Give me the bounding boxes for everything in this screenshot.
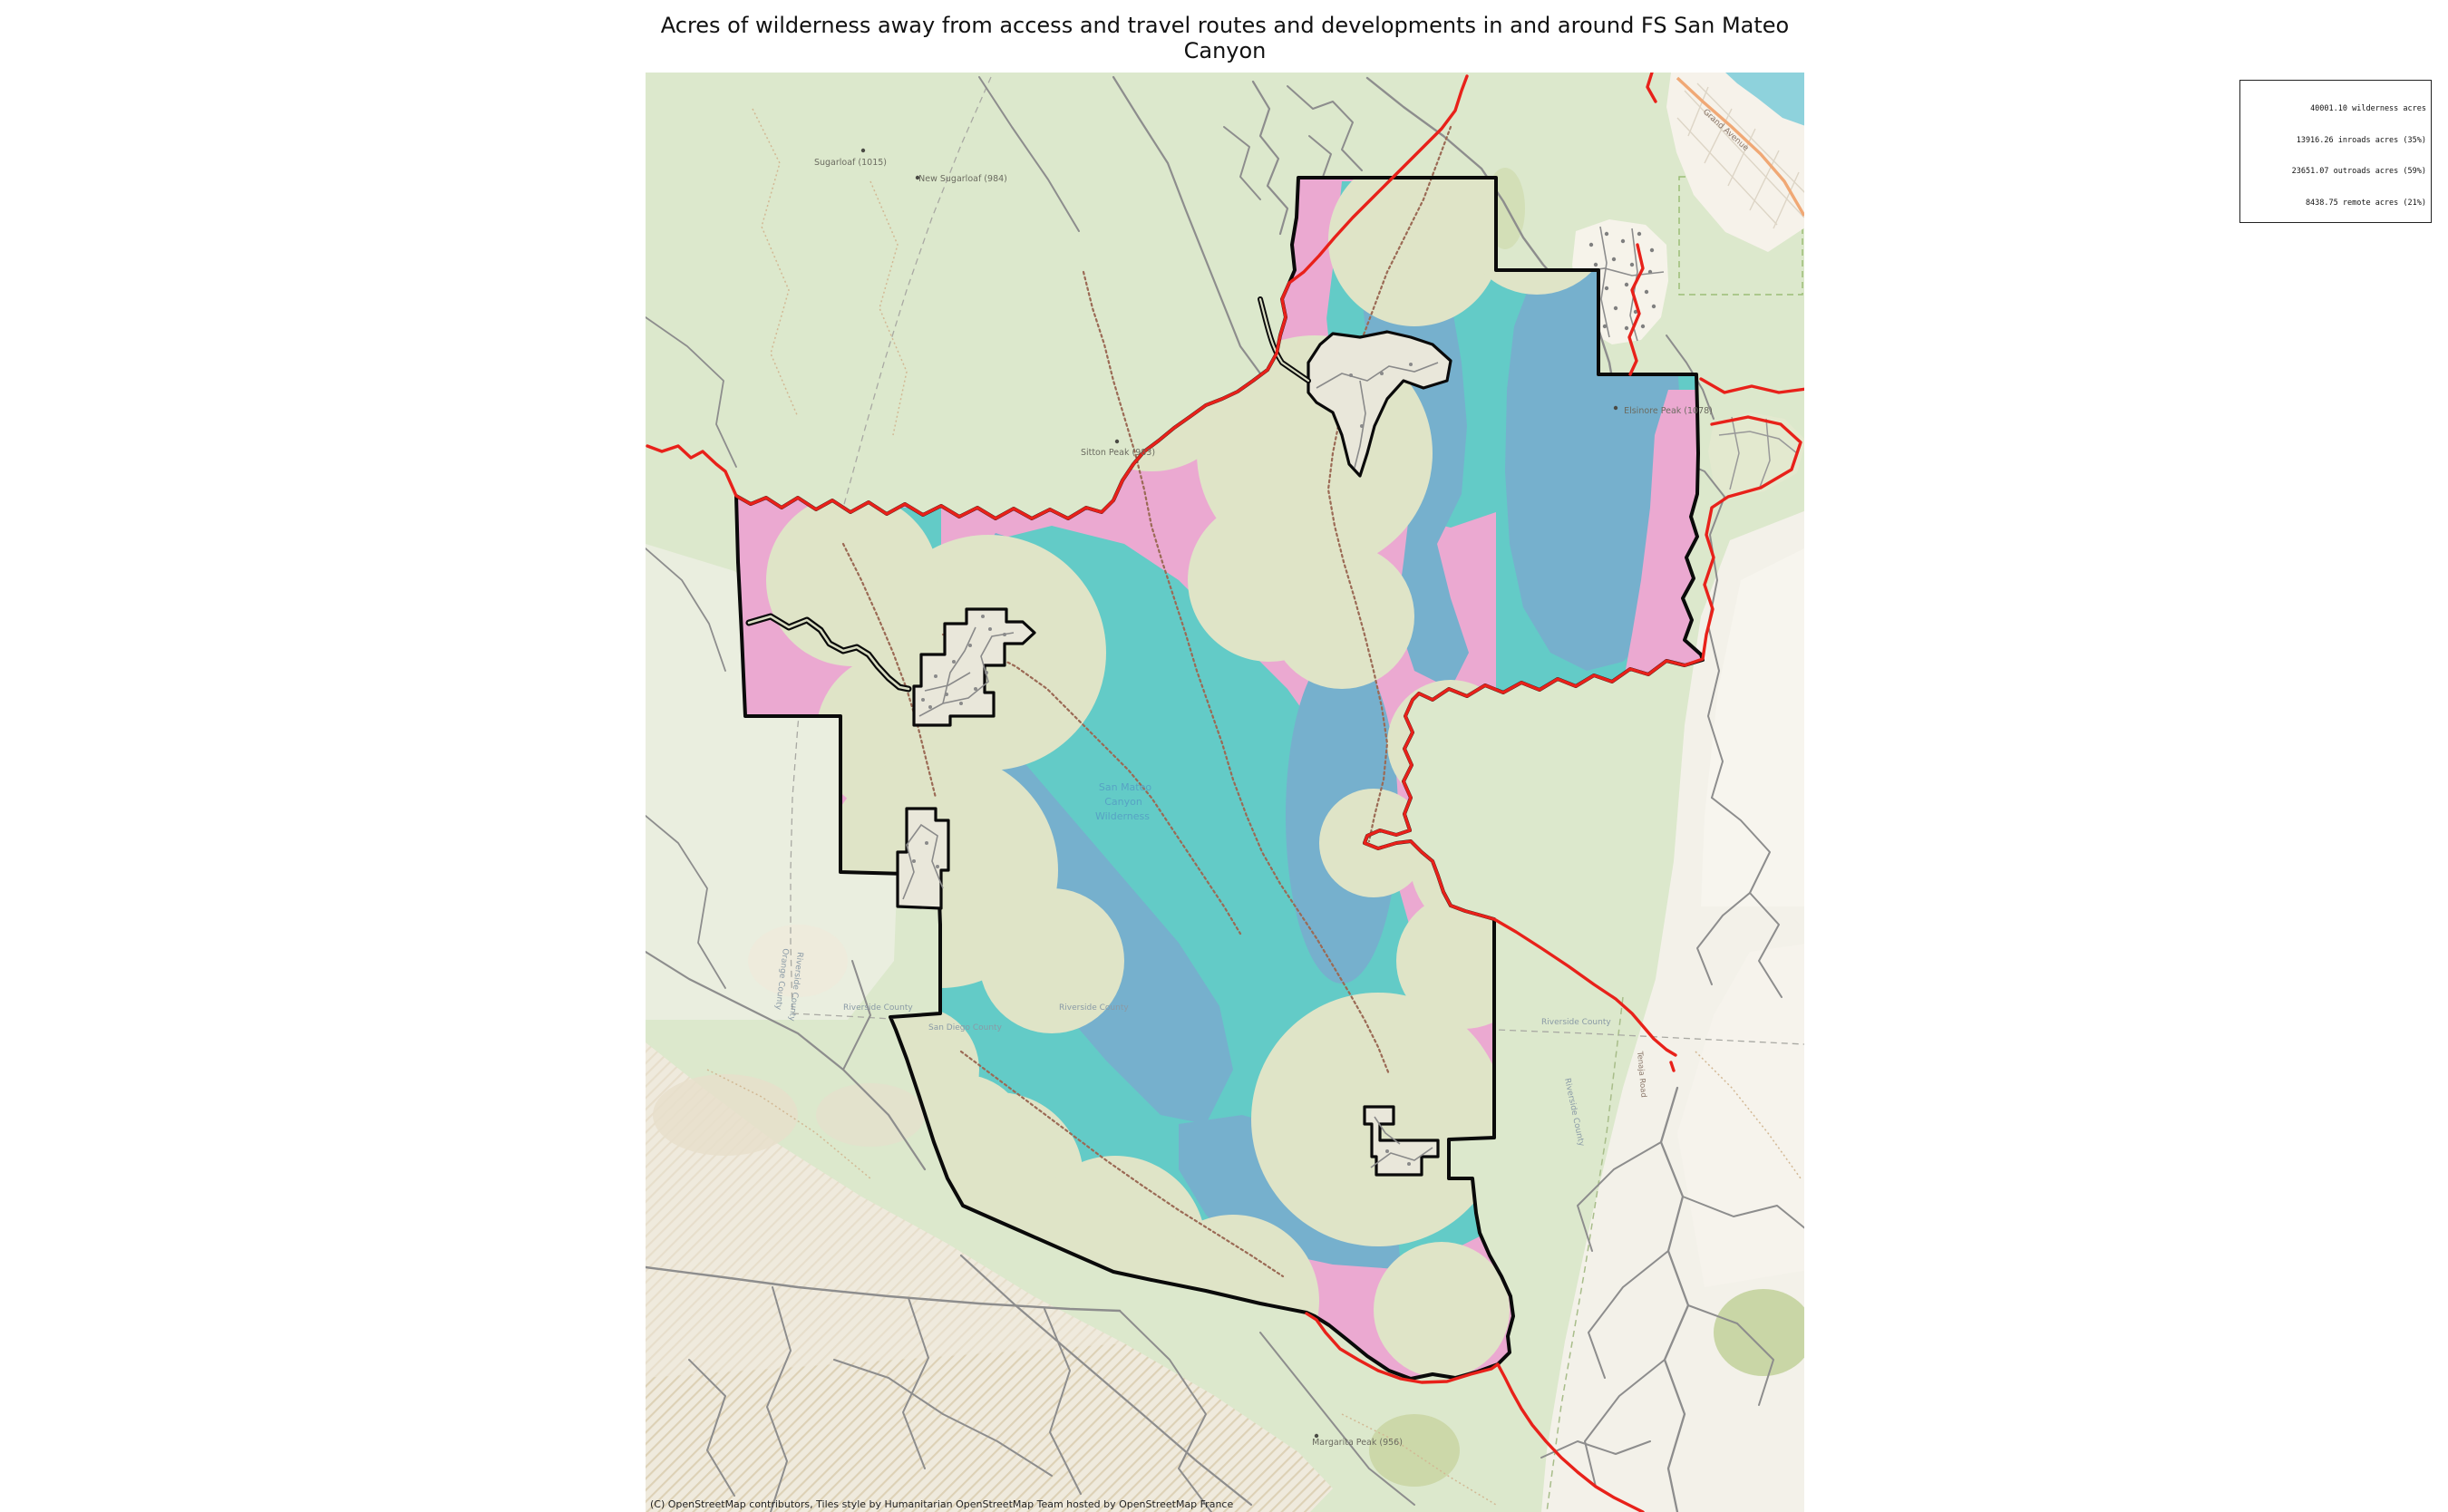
wilderness-name-line3: Wilderness — [1095, 810, 1150, 822]
county-label-riverside-3: Riverside County — [1541, 1018, 1611, 1027]
legend-box: 40001.10 wilderness acres 13916.26 inroa… — [2239, 80, 2432, 223]
inholding-tenaja — [1307, 330, 1452, 478]
wilderness-name-label: San Mateo Canyon Wilderness — [1095, 781, 1151, 822]
cherrystem-corridors — [745, 296, 1311, 693]
legend-line-remote: 8438.75 remote acres (21%) — [2305, 198, 2426, 208]
legend-line-wilderness: 40001.10 wilderness acres — [2310, 104, 2426, 113]
new-sugarloaf-label: New Sugarloaf (984) — [918, 174, 1007, 184]
margarita-peak-label: Margarita Peak (956) — [1312, 1438, 1403, 1448]
page-title: Acres of wilderness away from access and… — [660, 13, 1790, 63]
lake-water — [1725, 73, 1804, 126]
wilderness-name-line1: San Mateo — [1099, 781, 1152, 793]
inholding-roads — [902, 362, 1439, 1168]
tenaja-road-label: Tenaja Road — [1635, 1050, 1648, 1098]
elsinore-peak-label: Elsinore Peak (1078) — [1624, 406, 1713, 416]
county-label-riverside-2: Riverside County — [1059, 1003, 1129, 1013]
legend-line-outroads: 23651.07 outroads acres (59%) — [2291, 167, 2426, 176]
wilderness-name-line2: Canyon — [1104, 796, 1142, 808]
rural-tracks — [706, 108, 1802, 1506]
county-label-sandiego-1: San Diego County — [928, 1023, 1003, 1032]
lake-elsinore-city: Grand Avenue — [1666, 73, 1804, 252]
major-roads — [646, 73, 1804, 1512]
map-attribution: (C) OpenStreetMap contributors, Tiles st… — [650, 1498, 1234, 1510]
county-label-riverside-1: Riverside County — [843, 1003, 913, 1013]
trails — [841, 125, 1452, 1278]
inholding-buildings — [912, 363, 1413, 1166]
map-canvas: Grand Avenue — [646, 73, 1804, 1512]
peak-labels: Sugarloaf (1015) New Sugarloaf (984) Sit… — [814, 158, 1713, 1448]
peak-markers — [860, 148, 1618, 1439]
inholding-south — [1363, 1105, 1440, 1177]
legend-line-inroads: 13916.26 inroads acres (35%) — [2296, 135, 2426, 145]
sitton-peak-label: Sitton Peak (983) — [1081, 448, 1155, 458]
sugarloaf-label: Sugarloaf (1015) — [814, 158, 887, 168]
